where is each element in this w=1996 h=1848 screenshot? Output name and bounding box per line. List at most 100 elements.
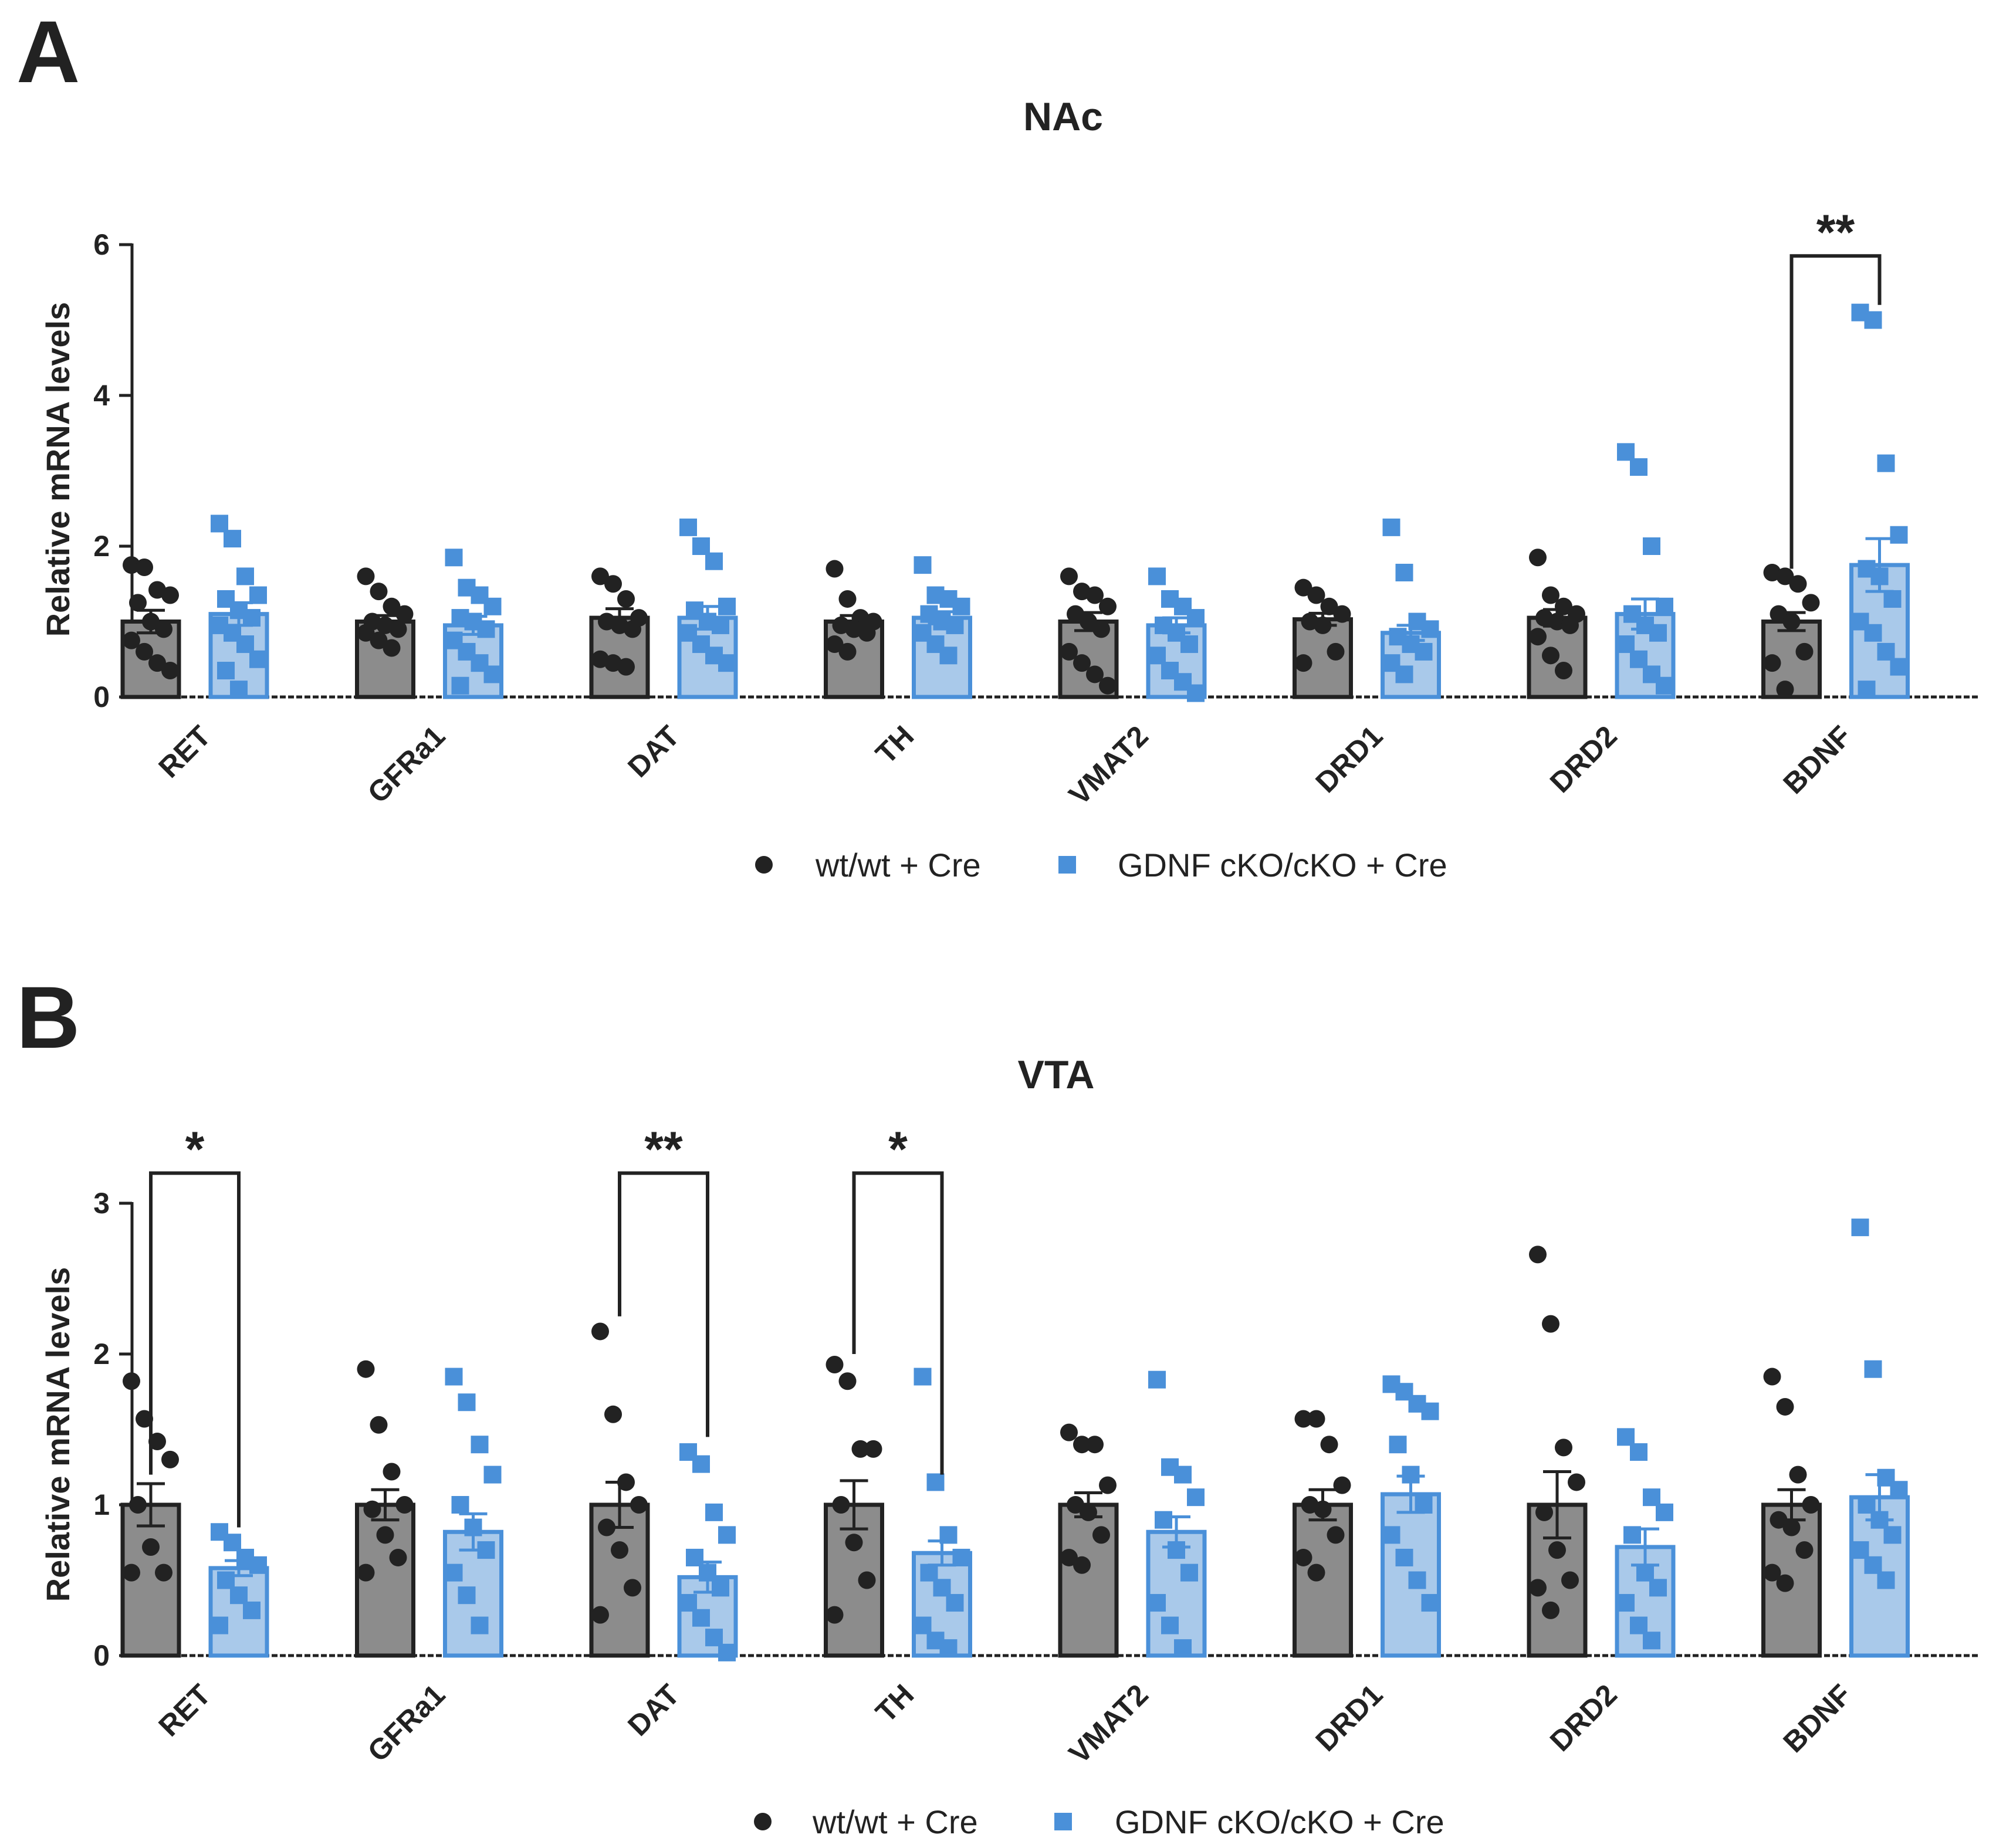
- panel-b-point-gfra1-ko: [471, 1616, 489, 1634]
- panel-b-point-bdnf-ko: [1851, 1219, 1869, 1237]
- panel-a-point-gfra1-wt: [370, 583, 388, 601]
- panel-a-point-ret-wt: [136, 642, 153, 661]
- panel-b-point-ret-wt: [148, 1433, 166, 1451]
- panel-b-point-th-wt: [838, 1372, 857, 1390]
- panel-a-point-drd2-wt: [1555, 662, 1572, 680]
- panel-b-point-ret-ko: [243, 1601, 261, 1619]
- panel-b-point-ret-wt: [142, 1538, 160, 1556]
- panel-a-y-axis-label: Relative mRNA levels: [39, 302, 76, 637]
- panel-b-point-drd2-wt: [1561, 1571, 1579, 1589]
- legend-wt-label: wt/wt + Cre: [815, 847, 981, 884]
- panel-b-point-bdnf-wt: [1776, 1574, 1794, 1592]
- panel-b-point-bdnf-ko: [1851, 1541, 1869, 1559]
- panel-a-point-vmat2-wt: [1099, 676, 1117, 695]
- panel-b-point-vmat2-ko: [1148, 1370, 1166, 1389]
- panel-b-point-drd1-ko: [1421, 1402, 1439, 1420]
- panel-b-title: VTA: [1018, 1052, 1095, 1097]
- panel-b-significance-label-ret: *: [185, 1122, 205, 1177]
- panel-b-point-bdnf-ko: [1890, 1481, 1908, 1499]
- panel-b-point-bdnf-wt: [1763, 1368, 1781, 1386]
- panel-a-point-ret-ko: [230, 681, 248, 699]
- panel-b-x-tick-label: VMAT2: [1063, 1678, 1155, 1770]
- panel-b-point-vmat2-wt: [1060, 1423, 1078, 1441]
- panel-a-y-tick-label: 6: [93, 228, 110, 261]
- panel-b-point-drd1-ko: [1415, 1496, 1433, 1514]
- panel-a-point-drd2-wt: [1542, 647, 1559, 665]
- panel-a-point-th-ko: [914, 556, 932, 574]
- panel-a-point-vmat2-ko: [1180, 635, 1198, 654]
- panel-a-point-gfra1-wt: [389, 620, 407, 638]
- panel-a-y-tick-label: 4: [93, 379, 110, 412]
- panel-a-point-bdnf-ko: [1883, 590, 1902, 608]
- panel-a-point-drd2-wt: [1529, 628, 1547, 646]
- panel-b-point-drd1-ko: [1408, 1571, 1426, 1589]
- panel-b-point-drd2-ko: [1643, 1632, 1660, 1650]
- panel-b-legend: wt/wt + Cre GDNF cKO/cKO + Cre: [754, 1803, 1444, 1840]
- panel-a-point-drd2-ko: [1617, 443, 1635, 461]
- panel-a-point-drd1-ko: [1421, 620, 1439, 638]
- panel-b-point-bdnf-wt: [1776, 1397, 1794, 1416]
- panel-b-point-drd1-ko: [1421, 1594, 1439, 1612]
- panel-a-point-bdnf-ko: [1877, 454, 1895, 472]
- panel-b-point-dat-wt: [611, 1541, 628, 1559]
- panel-a-point-drd1-ko: [1395, 563, 1413, 581]
- panel-b-point-drd2-ko: [1617, 1594, 1635, 1612]
- panel-b-point-vmat2-wt: [1086, 1436, 1104, 1454]
- legend-wt-marker-icon: [755, 856, 773, 874]
- panel-b-point-drd1-ko: [1395, 1548, 1413, 1566]
- panel-a-point-ret-wt: [148, 654, 166, 672]
- panel-a-x-tick-label: DAT: [621, 719, 686, 784]
- panel-b-point-gfra1-wt: [395, 1496, 414, 1514]
- panel-b-point-drd1-wt: [1320, 1436, 1338, 1454]
- panel-b-point-drd2-ko: [1630, 1616, 1647, 1634]
- panel-a-point-vmat2-wt: [1092, 620, 1110, 638]
- panel-b-point-drd2-wt: [1542, 1601, 1559, 1619]
- panel-a-point-vmat2-wt: [1086, 586, 1104, 604]
- panel-b-point-bdnf-wt: [1795, 1541, 1814, 1559]
- panel-b-point-gfra1-wt: [389, 1548, 407, 1566]
- panel-b-point-th-wt: [858, 1571, 876, 1589]
- panel-a-point-ret-ko: [249, 586, 267, 604]
- panel-b-point-ret-ko: [217, 1571, 235, 1589]
- panel-b-point-bdnf-wt: [1782, 1518, 1801, 1536]
- panel-b-y-tick-label: 0: [93, 1639, 110, 1672]
- panel-a-significance-bracket-bdnf: [1789, 254, 1882, 569]
- panel-a-point-gfra1-ko: [451, 676, 469, 695]
- panel-b-point-th-wt: [851, 1440, 870, 1458]
- panel-a-x-tick-label: BDNF: [1777, 719, 1858, 800]
- panel-a-point-bdnf-ko: [1864, 624, 1882, 642]
- panel-b-point-drd2-wt: [1568, 1473, 1585, 1491]
- panel-b-point-drd2-ko: [1656, 1503, 1673, 1521]
- panel-a-x-tick-label: GFRa1: [361, 719, 452, 810]
- panel-b-x-tick-label: GFRa1: [361, 1678, 452, 1768]
- panel-a-point-drd1-ko: [1382, 518, 1400, 536]
- panel-a-point-gfra1-wt: [383, 597, 401, 615]
- panel-a-point-gfra1-wt: [357, 567, 375, 585]
- panel-a-point-gfra1-wt: [395, 605, 414, 623]
- panel-b-x-tick-label: DAT: [621, 1678, 686, 1742]
- panel-b-point-dat-ko: [705, 1629, 723, 1647]
- panel-a-point-bdnf-wt: [1802, 594, 1820, 612]
- panel-a-point-drd2-ko: [1630, 458, 1647, 476]
- panel-b-point-drd2-ko: [1649, 1579, 1667, 1597]
- panel-b-point-bdnf-ko: [1883, 1526, 1902, 1544]
- panel-b-point-th-ko: [933, 1579, 951, 1597]
- panel-b-point-vmat2-ko: [1187, 1488, 1205, 1507]
- panel-b-point-dat-ko: [692, 1455, 710, 1473]
- panel-a-point-gfra1-wt: [357, 624, 375, 642]
- panel-b-point-th-ko: [914, 1368, 932, 1386]
- panel-a-point-bdnf-wt: [1795, 642, 1814, 661]
- panel-b-point-ret-wt: [123, 1372, 140, 1390]
- panel-a-point-bdnf-wt: [1776, 567, 1794, 585]
- panel-b-point-drd1-wt: [1294, 1410, 1312, 1428]
- panel-b-point-gfra1-ko: [451, 1496, 469, 1514]
- panel-b-point-th-ko: [920, 1563, 938, 1582]
- panel-a-point-vmat2-wt: [1067, 605, 1084, 623]
- panel-b-point-dat-ko: [692, 1609, 710, 1627]
- panel-b-point-ret-ko: [211, 1616, 228, 1634]
- panel-b-point-drd2-ko: [1617, 1428, 1635, 1446]
- panel-a-point-bdnf-ko: [1858, 681, 1876, 699]
- panel-a-point-th-wt: [826, 560, 844, 578]
